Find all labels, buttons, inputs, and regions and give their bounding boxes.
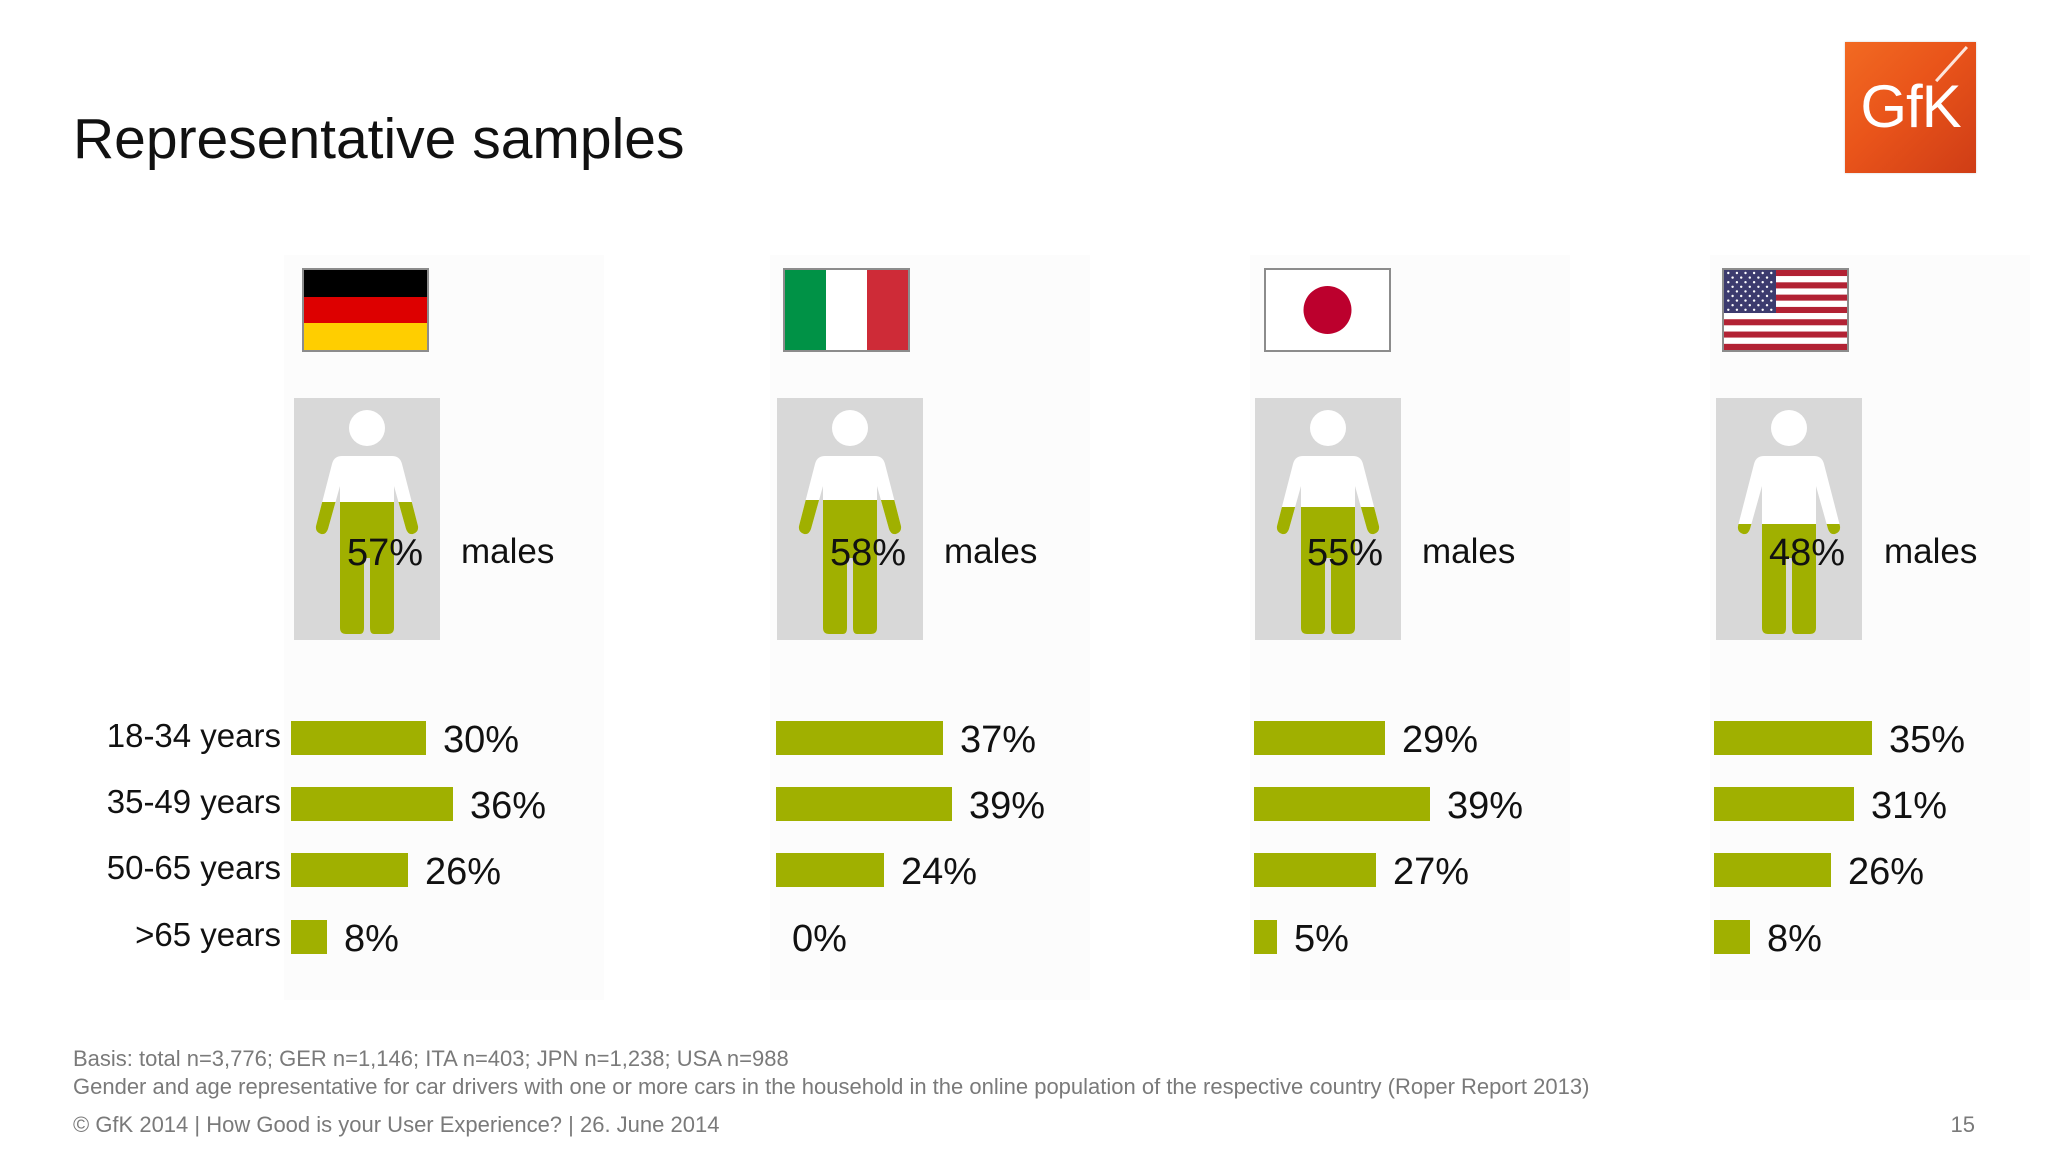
age-bar-value-label: 8% [1767, 918, 1822, 960]
person-icon [1737, 410, 1841, 634]
japan-flag [1264, 268, 1391, 352]
page-title: Representative samples [73, 107, 685, 171]
age-bar-value-label: 29% [1402, 719, 1479, 761]
age-bar [776, 853, 884, 887]
age-bar [1254, 721, 1385, 755]
males-label: males [944, 532, 1038, 571]
males-percentage: 57% [347, 532, 424, 574]
age-bar-value-label: 8% [344, 918, 399, 960]
germany-flag [302, 268, 429, 352]
age-bar [291, 721, 426, 755]
page-number: 15 [1950, 1112, 1975, 1137]
age-bar-value-label: 30% [443, 719, 520, 761]
age-bar-value-label: 0% [792, 918, 847, 960]
footnote-basis: Basis: total n=3,776; GER n=1,146; ITA n… [73, 1046, 789, 1071]
age-category-label: >65 years [135, 916, 281, 953]
age-bar [1714, 721, 1872, 755]
age-bar-value-label: 27% [1393, 851, 1470, 893]
age-bar [1254, 853, 1376, 887]
age-bar-value-label: 39% [969, 785, 1046, 827]
footer-text: © GfK 2014 | How Good is your User Exper… [73, 1112, 720, 1137]
japan-flag-graphic [1266, 270, 1389, 350]
age-bar-value-label: 26% [425, 851, 502, 893]
males-label: males [461, 532, 555, 571]
age-bar [1714, 920, 1750, 954]
age-bar [1714, 787, 1854, 821]
age-bar-value-label: 24% [901, 851, 978, 893]
age-bar-value-label: 37% [960, 719, 1037, 761]
italy-flag-graphic [785, 270, 908, 350]
age-category-label: 35-49 years [106, 783, 281, 820]
gfk-logo: GfK [1845, 42, 1976, 173]
age-bar-value-label: 36% [470, 785, 547, 827]
usa-flag-graphic [1724, 270, 1847, 350]
age-bar-value-label: 5% [1294, 918, 1349, 960]
age-bar [1254, 787, 1430, 821]
males-percentage: 55% [1307, 532, 1384, 574]
germany-flag-graphic [304, 270, 427, 350]
male-figure-box [1255, 398, 1401, 640]
person-icon [1276, 410, 1380, 634]
usa-flag [1722, 268, 1849, 352]
males-label: males [1422, 532, 1516, 571]
age-bar [1254, 920, 1277, 954]
males-percentage: 48% [1769, 532, 1846, 574]
age-bar-value-label: 39% [1447, 785, 1524, 827]
age-bar-value-label: 35% [1889, 719, 1966, 761]
male-figure-box [1716, 398, 1862, 640]
age-bar [1714, 853, 1831, 887]
age-category-label: 50-65 years [106, 849, 281, 886]
male-figure-box [777, 398, 923, 640]
logo-text: GfK [1860, 73, 1961, 140]
footnote-note: Gender and age representative for car dr… [73, 1074, 1590, 1099]
males-percentage: 58% [830, 532, 907, 574]
age-bar-value-label: 31% [1871, 785, 1948, 827]
age-bar [776, 721, 943, 755]
age-bar [776, 787, 952, 821]
person-icon [315, 410, 419, 634]
male-figure-box [294, 398, 440, 640]
person-icon [798, 410, 902, 634]
age-bar-value-label: 26% [1848, 851, 1925, 893]
males-label: males [1884, 532, 1978, 571]
age-category-label: 18-34 years [106, 717, 281, 754]
italy-flag [783, 268, 910, 352]
age-bar [291, 787, 453, 821]
age-bar [291, 920, 327, 954]
age-bar [291, 853, 408, 887]
